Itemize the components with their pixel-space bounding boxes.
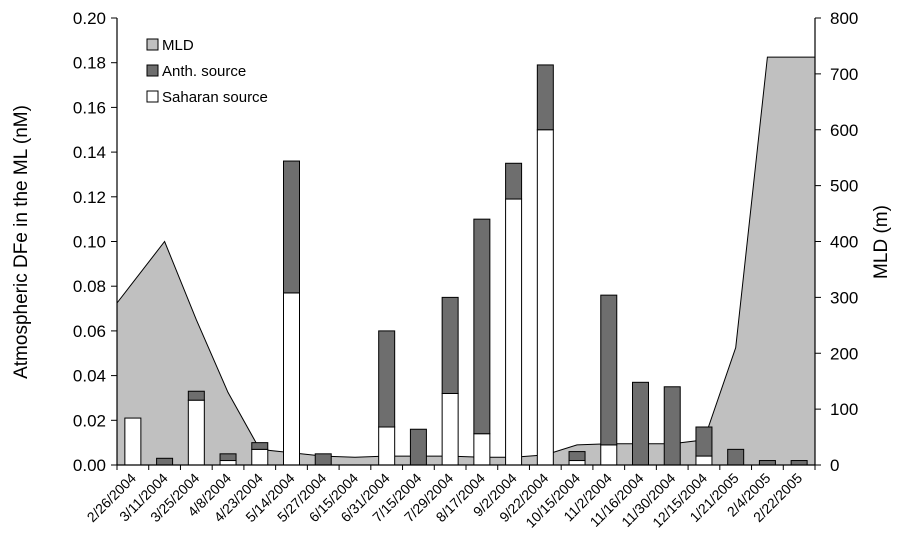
bar-saharan-14 <box>568 460 586 466</box>
y-left-tick-label: 0.20 <box>73 9 106 28</box>
y-left-tick-label: 0.18 <box>73 54 106 73</box>
bar-anth-17 <box>663 386 681 466</box>
y-left-tick-label: 0.04 <box>73 367 106 386</box>
bar-anth-19 <box>727 448 745 466</box>
bar-anth-1 <box>156 457 174 466</box>
bar-anth-21 <box>790 460 808 466</box>
y-axis-right-title: MLD (m) <box>871 205 892 279</box>
bar-saharan-11 <box>473 433 491 466</box>
bar-anth-6 <box>314 453 332 466</box>
y-left-tick-label: 0.16 <box>73 98 106 117</box>
bar-anth-14 <box>568 451 586 462</box>
legend-swatch-mld <box>146 38 159 51</box>
bar-saharan-2 <box>187 399 205 466</box>
y-right-tick-label: 800 <box>830 9 858 28</box>
bar-anth-18 <box>695 426 713 457</box>
y-left-tick-label: 0.02 <box>73 411 106 430</box>
bar-anth-3 <box>219 453 237 462</box>
legend-swatch-anth <box>146 64 159 77</box>
y-left-tick-label: 0.08 <box>73 277 106 296</box>
bar-anth-10 <box>441 296 459 394</box>
bar-anth-5 <box>283 160 300 294</box>
y-left-tick-label: 0.06 <box>73 322 106 341</box>
y-right-tick-label: 100 <box>830 400 858 419</box>
legend-label: Saharan source <box>162 89 268 106</box>
bar-saharan-3 <box>219 460 237 466</box>
y-right-tick-label: 200 <box>830 344 858 363</box>
legend-swatch-saharan <box>146 90 159 103</box>
y-right-tick-label: 300 <box>830 288 858 307</box>
bar-anth-13 <box>536 64 554 131</box>
y-axis-left-title: Atmospheric DFe in the ML (nM) <box>11 105 32 379</box>
bar-anth-4 <box>251 442 269 450</box>
legend-label: Anth. source <box>162 63 246 80</box>
mld-area <box>116 56 816 466</box>
bar-anth-20 <box>758 460 776 466</box>
bar-saharan-0 <box>124 417 142 466</box>
bar-saharan-10 <box>441 392 459 466</box>
bar-saharan-8 <box>378 426 396 466</box>
y-right-tick-label: 500 <box>830 177 858 196</box>
bar-saharan-4 <box>251 448 269 466</box>
y-right-tick-label: 400 <box>830 233 858 252</box>
y-right-tick-label: 600 <box>830 121 858 140</box>
y-left-tick-label: 0.14 <box>73 143 106 162</box>
bar-anth-11 <box>473 218 491 435</box>
legend-label: MLD <box>162 37 194 54</box>
bar-saharan-15 <box>600 444 618 466</box>
bar-saharan-5 <box>283 292 300 466</box>
bar-anth-12 <box>505 162 523 200</box>
y-left-tick-label: 0.00 <box>73 456 106 475</box>
bar-saharan-12 <box>505 198 523 466</box>
y-left-tick-label: 0.12 <box>73 188 106 207</box>
y-right-tick-label: 0 <box>830 456 839 475</box>
bar-anth-15 <box>600 294 618 446</box>
y-right-tick-label: 700 <box>830 65 858 84</box>
bar-anth-8 <box>378 330 396 428</box>
bar-anth-2 <box>187 390 205 401</box>
bar-saharan-18 <box>695 455 713 466</box>
bar-anth-16 <box>632 381 649 466</box>
y-left-tick-label: 0.10 <box>73 233 106 252</box>
bar-saharan-13 <box>536 129 554 466</box>
bar-anth-9 <box>409 428 427 466</box>
